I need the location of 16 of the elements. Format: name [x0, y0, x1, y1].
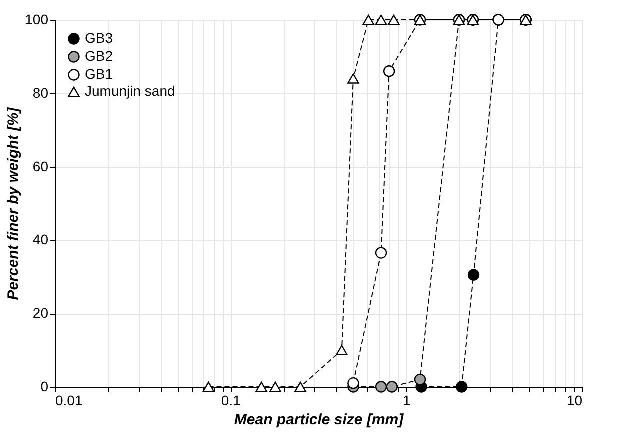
- x-tick-label: 0.01: [56, 392, 83, 408]
- x-tick-label: 0.1: [221, 392, 242, 408]
- y-tick-label: 20: [32, 305, 49, 322]
- y-tick-label: 60: [32, 158, 49, 174]
- x-axis-title: Mean particle size [mm]: [234, 412, 405, 428]
- x-tick-label: 10: [566, 392, 583, 408]
- legend-label: GB3: [85, 30, 114, 46]
- y-tick-label: 80: [32, 84, 49, 101]
- y-tick-label: 100: [25, 12, 49, 28]
- legend-label: GB2: [85, 48, 114, 64]
- y-tick-label: 0: [40, 378, 49, 394]
- legend-label: Jumunjin sand: [85, 83, 176, 99]
- legend-label: GB1: [85, 66, 114, 82]
- y-tick-label: 40: [32, 232, 49, 248]
- y-axis-title: Percent finer by weight [%]: [5, 106, 22, 300]
- x-tick-label: 1: [402, 392, 411, 408]
